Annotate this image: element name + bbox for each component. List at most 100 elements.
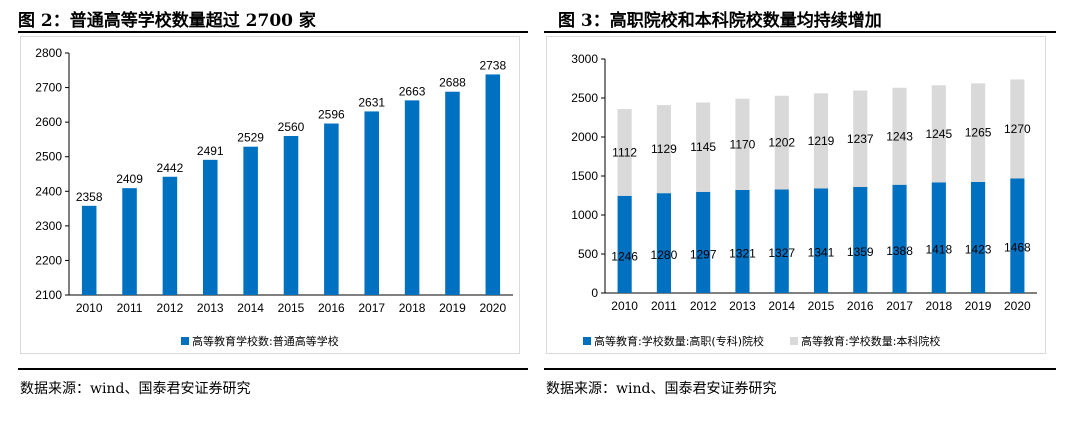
right-data-label: 1270 [1004,122,1031,136]
left-x-tick-label: 2010 [76,301,103,315]
right-y-tick-label: 1000 [571,208,598,222]
right-legend: 高等教育:学校数量:高职(专科)院校 高等教育:学校数量:本科院校 [583,333,966,349]
left-bar-series1 [364,111,379,295]
left-bar-series1 [162,176,178,295]
left-data-label: 2560 [278,120,305,134]
left-data-label: 2663 [399,84,426,98]
right-x-tick-label: 2017 [886,299,913,313]
right-y-tick-label: 3000 [571,52,598,66]
left-x-tick-label: 2017 [358,301,385,315]
right-y-tick-label: 2000 [571,130,598,144]
left-legend-swatch [181,337,189,345]
right-bar-series1 [931,182,946,293]
left-x-tick-label: 2012 [157,301,184,315]
right-bar-series1 [774,189,789,293]
right-data-label: 1423 [965,243,992,257]
left-data-label: 2596 [318,108,345,122]
left-data-label: 2631 [358,95,385,109]
right-chart-panel: 图 3：高职院校和本科院校数量均持续增加 0 500 1000 1500 2000 250… [540,0,1068,426]
right-data-label: 1280 [651,248,678,262]
left-legend-label: 高等教育学校数:普通高等学校 [192,335,339,348]
right-x-tick-label: 2020 [1004,299,1031,313]
right-bar-series1 [696,191,711,293]
right-bar-series2 [813,93,829,189]
right-bar-series2 [774,95,789,190]
left-bar-series1 [485,74,501,295]
left-data-label: 2738 [479,58,506,72]
left-y-tick-label: 2700 [35,81,62,95]
right-x-tick-label: 2012 [690,299,717,313]
right-bar-series1 [813,188,829,293]
left-x-tick-label: 2011 [117,301,143,315]
right-bar-series2 [931,85,946,183]
right-legend-swatch-undergrad [790,337,798,345]
right-legend-label-undergrad: 高等教育:学校数量:本科院校 [801,335,941,348]
right-y-tick-label: 2500 [571,91,598,105]
right-data-label: 1202 [768,136,795,150]
right-legend-item-vocational: 高等教育:学校数量:高职(专科)院校 [583,333,764,349]
right-data-label: 1237 [847,132,874,146]
right-bar-series2 [892,87,907,185]
right-data-label: 1327 [768,246,795,260]
right-data-label: 1297 [690,247,717,261]
right-data-label: 1341 [808,246,835,260]
right-bar-series2 [696,102,711,192]
left-x-tick-label: 2019 [439,301,466,315]
left-data-label: 2409 [116,172,143,186]
left-bar-series1 [122,188,137,295]
left-data-label: 2358 [76,190,103,204]
left-x-tick-label: 2013 [197,301,224,315]
left-chart-panel: 图 2：普通高等学校数量超过 2700 家 2100 2200 2300 2400 25… [0,0,528,426]
left-x-tick-label: 2016 [318,301,345,315]
right-data-label: 1129 [651,142,677,156]
right-legend-swatch-vocational [583,337,591,345]
left-y-tick-label: 2600 [35,115,62,129]
left-bar-series1 [445,91,460,295]
right-bar-series1 [853,186,868,293]
left-title-rule [18,31,528,33]
right-data-label: 1468 [1004,241,1031,255]
right-data-label: 1112 [612,145,637,159]
right-bar-series2 [617,109,632,196]
right-bar-series2 [735,98,750,190]
right-y-tick-label: 0 [591,286,598,300]
left-bar-series1 [324,123,339,295]
right-chart-title: 图 3：高职院校和本科院校数量均持续增加 [558,11,882,31]
right-data-label: 1265 [965,126,992,140]
right-data-label: 1321 [729,246,756,260]
right-x-tick-label: 2015 [808,299,835,313]
right-x-tick-label: 2018 [925,299,952,313]
right-source-note: 数据来源：wind、国泰君安证券研究 [546,381,777,397]
left-bar-series1 [404,100,420,295]
left-legend: 高等教育学校数:普通高等学校 [181,333,339,349]
left-bar-series1 [81,205,97,295]
right-bar-series1 [617,195,632,293]
right-legend-item-undergrad: 高等教育:学校数量:本科院校 [790,333,940,349]
left-x-tick-label: 2014 [237,301,264,315]
right-stacked-bar-chart: 0 500 1000 1500 2000 2500 3000 2010 1246 1112 2011… [571,52,1037,313]
right-data-label: 1246 [611,249,638,263]
left-bar-series1 [243,146,258,295]
left-y-tick-label: 2400 [35,184,62,198]
left-y-tick-label: 2200 [35,253,62,267]
left-y-tick-label: 2300 [35,219,62,233]
left-data-label: 2442 [157,161,184,175]
left-data-label: 2491 [197,144,224,158]
right-x-tick-label: 2011 [651,299,677,313]
right-bottom-rule [544,368,1056,370]
right-data-label: 1245 [925,127,952,141]
right-x-tick-label: 2010 [611,299,638,313]
right-bar-series1 [971,182,986,293]
right-y-tick-label: 500 [578,247,598,261]
left-data-label: 2688 [439,76,466,90]
left-bottom-rule [18,368,528,370]
left-x-tick-label: 2020 [479,301,506,315]
right-data-label: 1243 [886,129,913,143]
left-y-tick-label: 2100 [35,288,62,302]
right-bar-series1 [892,184,907,293]
right-bar-series2 [971,83,986,183]
left-bar-series1 [283,135,299,295]
left-chart-frame: 2100 2200 2300 2400 2500 2600 2700 2800 2010 2358… [20,36,520,354]
right-title-rule [544,31,1056,33]
right-bar-series2 [853,90,868,187]
